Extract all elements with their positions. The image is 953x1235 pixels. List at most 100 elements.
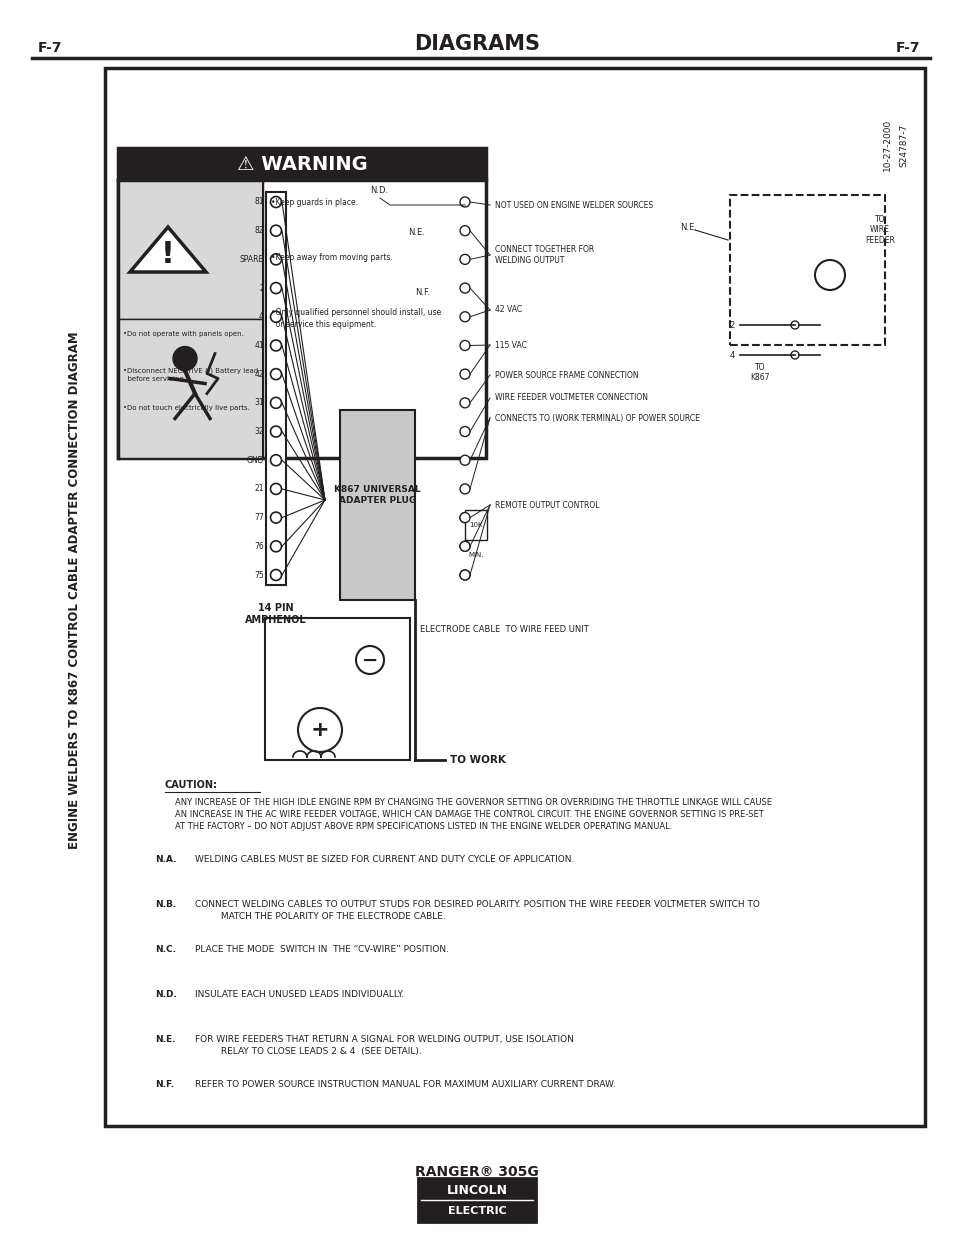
Circle shape — [297, 708, 341, 752]
Text: NOT USED ON ENGINE WELDER SOURCES: NOT USED ON ENGINE WELDER SOURCES — [495, 200, 653, 210]
Circle shape — [271, 483, 281, 494]
Circle shape — [271, 541, 281, 552]
Circle shape — [271, 454, 281, 466]
Text: N.F.: N.F. — [154, 1079, 174, 1089]
Text: 82: 82 — [254, 226, 264, 235]
Text: N.D.: N.D. — [154, 990, 176, 999]
Text: •Keep guards in place.: •Keep guards in place. — [271, 198, 357, 207]
Text: INSULATE EACH UNUSED LEADS INDIVIDUALLY.: INSULATE EACH UNUSED LEADS INDIVIDUALLY. — [194, 990, 403, 999]
Polygon shape — [130, 227, 206, 272]
Circle shape — [271, 254, 281, 264]
Text: TO
WIRE
FEEDER: TO WIRE FEEDER — [864, 215, 894, 245]
Text: F-7: F-7 — [38, 41, 63, 56]
Text: 81: 81 — [254, 198, 264, 206]
Text: 76: 76 — [254, 542, 264, 551]
Text: N.F.: N.F. — [415, 288, 430, 296]
Bar — [729, 195, 884, 345]
Text: 42 VAC: 42 VAC — [495, 305, 521, 315]
Bar — [118, 148, 485, 180]
Text: •Do not touch electrically live parts.: •Do not touch electrically live parts. — [123, 405, 250, 411]
Text: 2: 2 — [259, 284, 264, 293]
Text: −: − — [361, 651, 377, 669]
Circle shape — [459, 571, 470, 580]
Bar — [464, 510, 486, 540]
Text: SPARE: SPARE — [239, 254, 264, 264]
Text: N.D.: N.D. — [370, 186, 388, 195]
Circle shape — [271, 398, 281, 409]
Bar — [339, 410, 415, 600]
Circle shape — [271, 311, 281, 322]
Text: K867 UNIVERSAL
ADAPTER PLUG: K867 UNIVERSAL ADAPTER PLUG — [334, 485, 420, 505]
Text: 41: 41 — [254, 341, 264, 350]
Circle shape — [459, 341, 470, 351]
Circle shape — [459, 456, 470, 466]
Text: POWER SOURCE FRAME CONNECTION: POWER SOURCE FRAME CONNECTION — [495, 370, 638, 379]
Text: 14 PIN
AMPHENOL: 14 PIN AMPHENOL — [245, 603, 307, 625]
Text: 10-27-2000: 10-27-2000 — [882, 119, 891, 172]
Text: S24787-7: S24787-7 — [898, 124, 907, 167]
Text: CONNECTS TO (WORK TERMINAL) OF POWER SOURCE: CONNECTS TO (WORK TERMINAL) OF POWER SOU… — [495, 414, 700, 422]
Circle shape — [271, 513, 281, 524]
Text: 77: 77 — [254, 513, 264, 522]
Circle shape — [459, 541, 470, 551]
Circle shape — [459, 571, 470, 580]
Bar — [118, 180, 263, 458]
Circle shape — [172, 347, 196, 370]
Bar — [266, 191, 286, 585]
Circle shape — [459, 226, 470, 236]
Text: +: + — [311, 720, 329, 740]
Text: ELECTRIC: ELECTRIC — [447, 1207, 506, 1216]
Text: CAUTION:: CAUTION: — [165, 781, 218, 790]
Text: FOR WIRE FEEDERS THAT RETURN A SIGNAL FOR WELDING OUTPUT, USE ISOLATION
        : FOR WIRE FEEDERS THAT RETURN A SIGNAL FO… — [194, 1035, 574, 1056]
Text: 4: 4 — [729, 351, 734, 359]
Circle shape — [459, 254, 470, 264]
Circle shape — [790, 321, 799, 329]
Circle shape — [271, 426, 281, 437]
Text: PLACE THE MODE  SWITCH IN  THE “CV-WIRE” POSITION.: PLACE THE MODE SWITCH IN THE “CV-WIRE” P… — [194, 945, 449, 953]
Text: ANY INCREASE OF THE HIGH IDLE ENGINE RPM BY CHANGING THE GOVERNOR SETTING OR OVE: ANY INCREASE OF THE HIGH IDLE ENGINE RPM… — [174, 798, 771, 831]
Text: •Disconnect NEGATIVE (-) Battery lead
  before servicing.: •Disconnect NEGATIVE (-) Battery lead be… — [123, 368, 258, 382]
Text: WELDING CABLES MUST BE SIZED FOR CURRENT AND DUTY CYCLE OF APPLICATION.: WELDING CABLES MUST BE SIZED FOR CURRENT… — [194, 855, 574, 864]
Text: N.E.: N.E. — [679, 224, 696, 232]
Bar — [118, 319, 263, 458]
Text: ELECTRODE CABLE  TO WIRE FEED UNIT: ELECTRODE CABLE TO WIRE FEED UNIT — [419, 625, 588, 635]
Text: TO
K867: TO K867 — [749, 363, 769, 383]
Circle shape — [271, 569, 281, 580]
Text: •Keep away from moving parts.: •Keep away from moving parts. — [271, 253, 393, 262]
Circle shape — [459, 426, 470, 436]
Circle shape — [271, 225, 281, 236]
Circle shape — [459, 198, 470, 207]
Bar — [265, 618, 410, 760]
Text: 32: 32 — [254, 427, 264, 436]
Text: 10K: 10K — [469, 522, 482, 529]
Text: 42: 42 — [254, 369, 264, 379]
Text: N.A.: N.A. — [154, 855, 176, 864]
Circle shape — [271, 196, 281, 207]
Text: N.B.: N.B. — [154, 900, 176, 909]
Text: DIAGRAMS: DIAGRAMS — [414, 35, 539, 54]
Text: F-7: F-7 — [895, 41, 919, 56]
Text: LINCOLN: LINCOLN — [446, 1183, 507, 1197]
Text: !: ! — [161, 240, 174, 269]
Bar — [105, 68, 924, 1126]
Circle shape — [459, 369, 470, 379]
Text: WIRE FEEDER VOLTMETER CONNECTION: WIRE FEEDER VOLTMETER CONNECTION — [495, 394, 647, 403]
Text: 2: 2 — [729, 321, 734, 330]
Text: 31: 31 — [254, 399, 264, 408]
Text: ⚠ WARNING: ⚠ WARNING — [236, 154, 367, 173]
Text: N.E.: N.E. — [154, 1035, 175, 1044]
Circle shape — [790, 351, 799, 359]
Circle shape — [459, 283, 470, 293]
Circle shape — [459, 513, 470, 522]
Circle shape — [459, 484, 470, 494]
Text: •Do not operate with panels open.: •Do not operate with panels open. — [123, 331, 244, 337]
Circle shape — [459, 541, 470, 551]
Text: MIN.: MIN. — [468, 552, 483, 558]
Text: 75: 75 — [254, 571, 264, 579]
Text: GND: GND — [246, 456, 264, 464]
Circle shape — [355, 646, 384, 674]
Text: RANGER® 305G: RANGER® 305G — [415, 1165, 538, 1179]
Circle shape — [271, 283, 281, 294]
Circle shape — [271, 369, 281, 379]
Text: N.C.: N.C. — [154, 945, 175, 953]
